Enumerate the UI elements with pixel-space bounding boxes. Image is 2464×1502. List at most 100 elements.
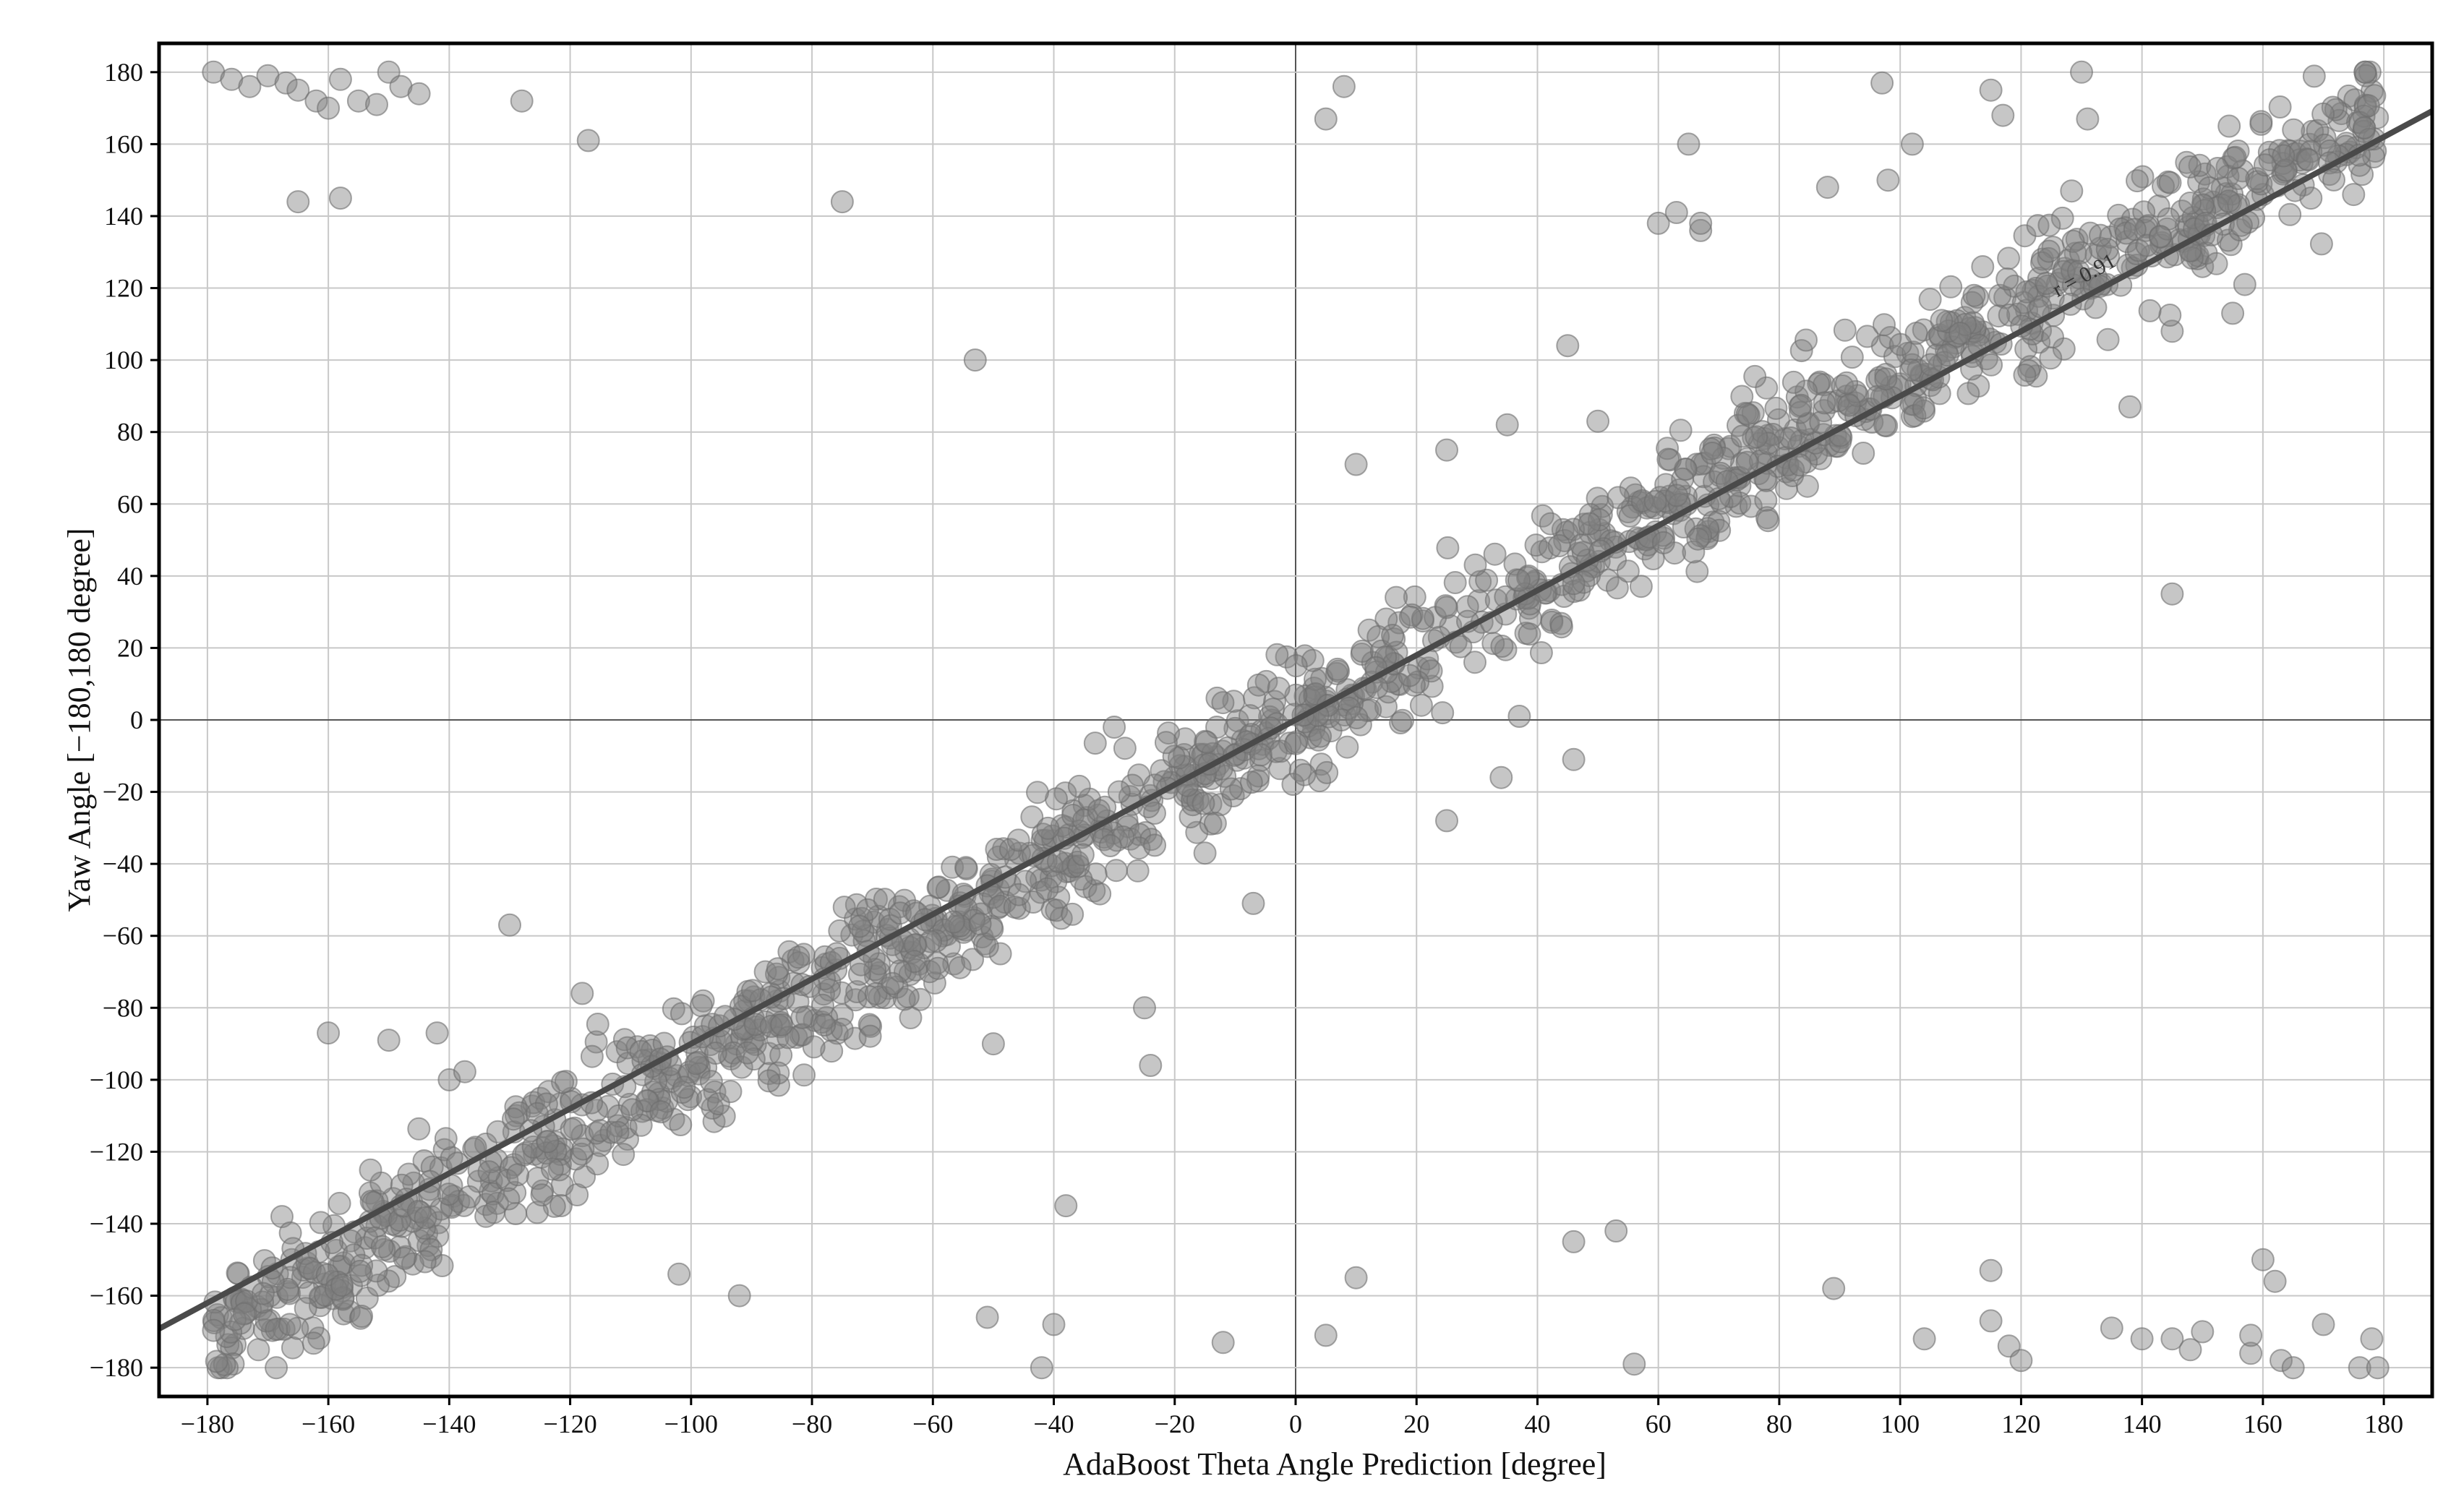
data-point [1083,731,1107,755]
data-point [1682,540,1706,564]
data-point [2272,144,2296,168]
data-point [1844,379,1868,403]
data-point [350,1305,374,1328]
data-point [426,1224,450,1248]
data-point [948,956,972,979]
data-point [247,1338,270,1362]
y-axis-ticks: −180 −160 −140 −120 −100 −80 −60 −40 −20 0 20 40 60 8… [90,58,159,1382]
data-point [792,1063,816,1087]
x-tick-label: −180 [181,1409,234,1438]
data-point [1840,346,1864,369]
data-point [1265,643,1289,666]
data-point [2226,166,2250,190]
data-point [712,1104,736,1128]
data-point [1435,438,1458,462]
data-point [992,837,1016,861]
data-point [1239,771,1263,794]
data-point [2015,280,2039,304]
data-point [1054,1194,1078,1218]
data-point [2041,286,2065,310]
data-point [2282,118,2306,142]
data-point [1107,780,1131,804]
data-point [2158,171,2182,194]
data-point [1092,828,1116,851]
data-point [1061,902,1085,926]
data-point [1344,1266,1368,1289]
data-point [2206,157,2230,180]
data-point [1066,854,1090,878]
data-point [975,935,999,958]
data-point [757,1062,781,1086]
data-point [1006,828,1030,852]
data-point [1275,645,1299,669]
data-point [377,1029,401,1052]
data-point [1345,706,1369,729]
data-point [1249,743,1272,767]
data-point [1434,594,1458,618]
data-point [892,987,916,1011]
data-point [903,933,927,957]
data-point [1335,735,1359,759]
data-point [1387,611,1411,635]
data-point [2350,163,2374,186]
data-point [2178,1338,2202,1362]
data-point [1111,825,1135,849]
data-point [1745,425,1768,449]
data-point [811,993,834,1017]
data-point [1689,211,1713,235]
data-point [740,979,764,1003]
data-point [1489,765,1513,789]
data-point [365,93,388,116]
data-point [265,1356,288,1380]
data-point [1794,328,1818,352]
data-point [1815,176,1839,199]
data-point [830,190,854,214]
data-point [2035,272,2058,295]
data-point [353,1236,377,1260]
data-point [1653,489,1677,513]
data-point [1873,413,1897,437]
data-point [2226,140,2250,163]
data-point [2268,95,2292,119]
data-point [1314,107,1338,131]
data-point [370,1235,394,1258]
data-point [1701,442,1724,465]
data-point [1904,322,1928,345]
data-point [998,838,1022,862]
data-points [202,60,2390,1380]
data-point [1756,509,1780,533]
y-axis-label: Yaw Angle [−180,180 degree] [61,528,97,911]
data-point [1288,758,1312,782]
data-point [1596,568,1620,592]
data-point [1243,686,1266,710]
data-point [330,1274,354,1297]
data-point [510,89,534,113]
data-point [232,1302,256,1326]
data-point [1547,534,1571,557]
data-point [1870,71,1894,95]
data-point [1344,452,1368,476]
data-point [2178,155,2202,179]
data-point [328,186,352,210]
data-point [348,1259,372,1283]
data-point [1381,624,1405,647]
data-point [328,67,352,91]
data-point [1494,638,1518,661]
data-point [2037,213,2061,237]
data-point [969,902,993,926]
data-point [2147,194,2170,218]
data-point [388,1209,411,1232]
data-point [1093,795,1117,819]
data-point [534,1092,558,1116]
data-point [2263,1269,2287,1293]
data-point [2217,189,2241,213]
data-point [420,1155,444,1179]
data-point [1524,533,1548,557]
data-point [1284,683,1308,707]
data-point [832,896,856,919]
data-point [787,945,810,969]
data-point [406,1199,430,1223]
data-point [1956,382,1980,405]
data-point [2149,225,2173,249]
